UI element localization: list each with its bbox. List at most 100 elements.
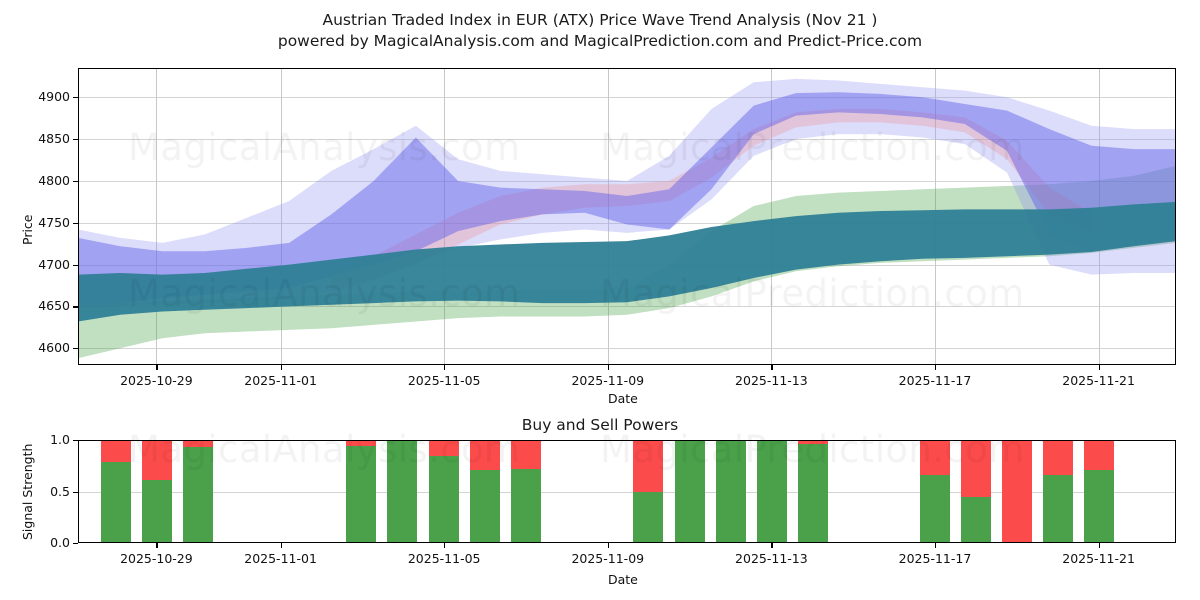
signal-bar[interactable]: [756, 440, 787, 543]
bar-gridline: [78, 491, 1176, 493]
price-x-tick-label: 2025-11-13: [735, 373, 808, 388]
price-gridline-vertical: [771, 68, 773, 365]
sell-power-segment: [510, 440, 541, 469]
bar-y-tick-label: 1.0: [50, 432, 70, 447]
price-y-tick-mark: [73, 180, 78, 183]
signal-bar[interactable]: [1002, 440, 1033, 543]
signal-bar[interactable]: [346, 440, 377, 543]
bar-x-tick-mark: [1098, 543, 1100, 548]
sell-power-segment: [797, 440, 828, 445]
buy-power-segment: [182, 447, 213, 543]
sell-power-segment: [633, 440, 664, 492]
price-band-teal-core-band: [78, 201, 1176, 322]
price-x-tick-label: 2025-10-29: [120, 373, 193, 388]
sell-power-segment: [428, 440, 459, 457]
price-x-tick-mark: [607, 365, 609, 370]
price-y-tick-label: 4900: [38, 89, 70, 105]
price-y-tick-mark: [73, 139, 78, 141]
buy-power-segment: [346, 446, 377, 543]
price-wave-bands: [78, 78, 1176, 359]
signal-bar[interactable]: [674, 440, 705, 543]
bar-y-tick-mark: [73, 543, 78, 545]
signal-bar[interactable]: [1043, 440, 1074, 543]
signal-bar[interactable]: [100, 440, 131, 543]
price-y-tick-label: 4850: [38, 131, 70, 147]
buy-sell-powers-panel: [78, 440, 1176, 543]
price-y-axis-label: Price: [20, 214, 35, 246]
bar-x-tick-mark: [934, 543, 937, 548]
price-y-tick-label: 4600: [38, 340, 70, 356]
bar-x-tick-mark: [771, 543, 773, 548]
price-wave-panel: [78, 68, 1176, 365]
buy-power-segment: [633, 491, 664, 543]
sell-power-segment: [961, 440, 992, 497]
sell-power-segment: [141, 440, 172, 481]
sell-power-segment: [182, 440, 213, 448]
signal-bar[interactable]: [1084, 440, 1115, 543]
price-band-blue-light-envelope: [78, 78, 1176, 309]
signal-bar[interactable]: [428, 440, 459, 543]
title-line-2: powered by MagicalAnalysis.com and Magic…: [277, 32, 923, 50]
price-gridline-vertical: [280, 68, 282, 365]
price-gridline: [78, 306, 1176, 308]
buy-power-segment: [797, 444, 828, 543]
price-y-tick-label: 4700: [38, 256, 70, 272]
price-gridline: [78, 222, 1176, 224]
sell-power-segment: [1084, 440, 1115, 470]
price-gridline-vertical: [607, 68, 609, 365]
price-y-tick-label: 4650: [38, 298, 70, 314]
buy-power-segment: [674, 440, 705, 543]
price-x-tick-label: 2025-11-17: [898, 373, 972, 388]
price-x-axis-label: Date: [608, 391, 638, 406]
price-x-tick-mark: [1098, 365, 1100, 370]
signal-bar[interactable]: [715, 440, 746, 543]
price-x-tick-mark: [444, 365, 446, 370]
price-x-tick-mark: [771, 365, 773, 370]
price-y-tick-label: 4750: [38, 214, 70, 230]
signal-bar[interactable]: [797, 440, 828, 543]
price-x-tick-label: 2025-11-01: [244, 373, 317, 388]
buy-power-segment: [100, 461, 131, 543]
buy-power-segment: [510, 468, 541, 543]
price-y-tick-mark: [73, 222, 78, 224]
signal-bar[interactable]: [182, 440, 213, 543]
price-gridline: [78, 139, 1176, 141]
price-x-tick-label: 2025-11-05: [407, 373, 481, 388]
title-line-1: Austrian Traded Index in EUR (ATX) Price…: [322, 11, 878, 29]
signal-bar[interactable]: [469, 440, 500, 543]
sell-power-segment: [346, 440, 377, 447]
sell-power-segment: [1043, 440, 1074, 476]
price-gridline: [78, 97, 1176, 99]
signal-bar[interactable]: [510, 440, 541, 543]
bar-x-tick-mark: [156, 543, 158, 548]
bar-x-tick-label: 2025-11-13: [735, 551, 808, 566]
buy-power-segment: [756, 440, 787, 543]
bar-x-tick-label: 2025-11-17: [898, 551, 972, 566]
price-y-tick-mark: [73, 264, 78, 266]
price-x-tick-mark: [280, 365, 282, 370]
price-x-tick-mark: [156, 365, 158, 370]
buy-power-segment: [1043, 475, 1074, 543]
price-x-tick-label: 2025-11-09: [571, 373, 645, 388]
bar-x-tick-label: 2025-11-01: [244, 551, 317, 566]
signal-bar[interactable]: [961, 440, 992, 543]
bar-x-tick-label: 2025-10-29: [120, 551, 193, 566]
price-y-tick-mark: [73, 348, 78, 350]
price-gridline: [78, 180, 1176, 182]
signal-bar[interactable]: [920, 440, 951, 543]
bar-y-tick-label: 0.5: [50, 483, 70, 499]
bar-chart-title: Buy and Sell Powers: [521, 416, 679, 434]
price-gridline-vertical: [444, 68, 446, 365]
price-y-tick-mark: [73, 306, 78, 308]
signal-bar[interactable]: [141, 440, 172, 543]
price-plot-frame: [78, 68, 1176, 365]
signal-bar[interactable]: [633, 440, 664, 543]
price-x-tick-mark: [934, 365, 937, 370]
sell-power-segment: [920, 440, 951, 476]
bar-y-tick-mark: [73, 491, 78, 493]
signal-bar[interactable]: [387, 440, 418, 543]
bar-chart-title-wrap: Buy and Sell Powers: [0, 415, 1200, 434]
bar-plot-frame: [78, 440, 1176, 543]
buy-power-segment: [428, 456, 459, 543]
price-y-tick-mark: [73, 97, 78, 99]
